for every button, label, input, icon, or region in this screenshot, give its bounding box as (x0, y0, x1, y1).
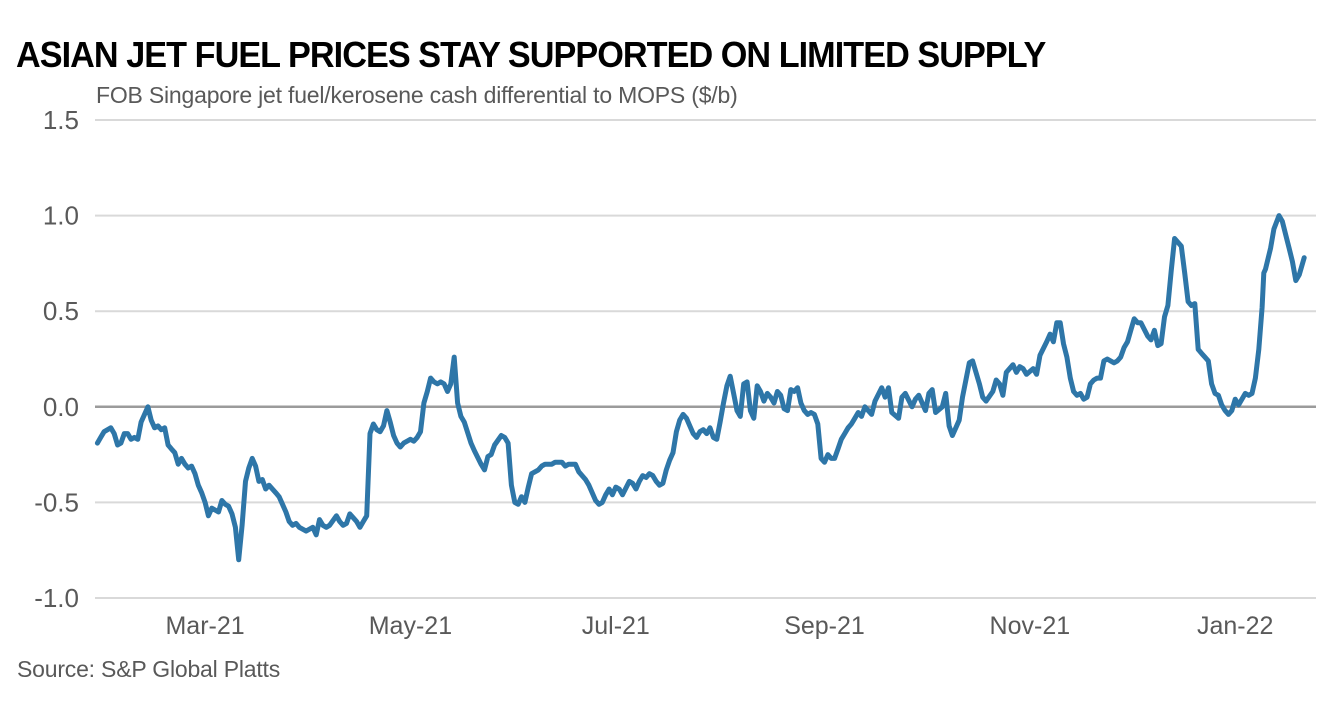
y-tick-label: -1.0 (34, 583, 79, 613)
x-tick-label: Nov-21 (990, 612, 1071, 640)
y-tick-label: -0.5 (34, 487, 79, 517)
y-tick-label: 0.5 (43, 296, 79, 326)
x-tick-label: Jul-21 (582, 612, 650, 640)
y-tick-label: 1.0 (43, 201, 79, 231)
chart-subtitle: FOB Singapore jet fuel/kerosene cash dif… (96, 82, 738, 108)
y-tick-label: 0.0 (43, 392, 79, 422)
chart-title: ASIAN JET FUEL PRICES STAY SUPPORTED ON … (16, 34, 1046, 76)
y-tick-label: 1.5 (43, 105, 79, 135)
x-tick-label: Sep-21 (784, 612, 865, 640)
x-tick-label: Mar-21 (165, 612, 244, 640)
x-tick-label: Jan-22 (1197, 612, 1273, 640)
source-note: Source: S&P Global Platts (17, 656, 281, 682)
x-tick-label: May-21 (369, 612, 452, 640)
jet-fuel-differential-line (94, 213, 1307, 563)
